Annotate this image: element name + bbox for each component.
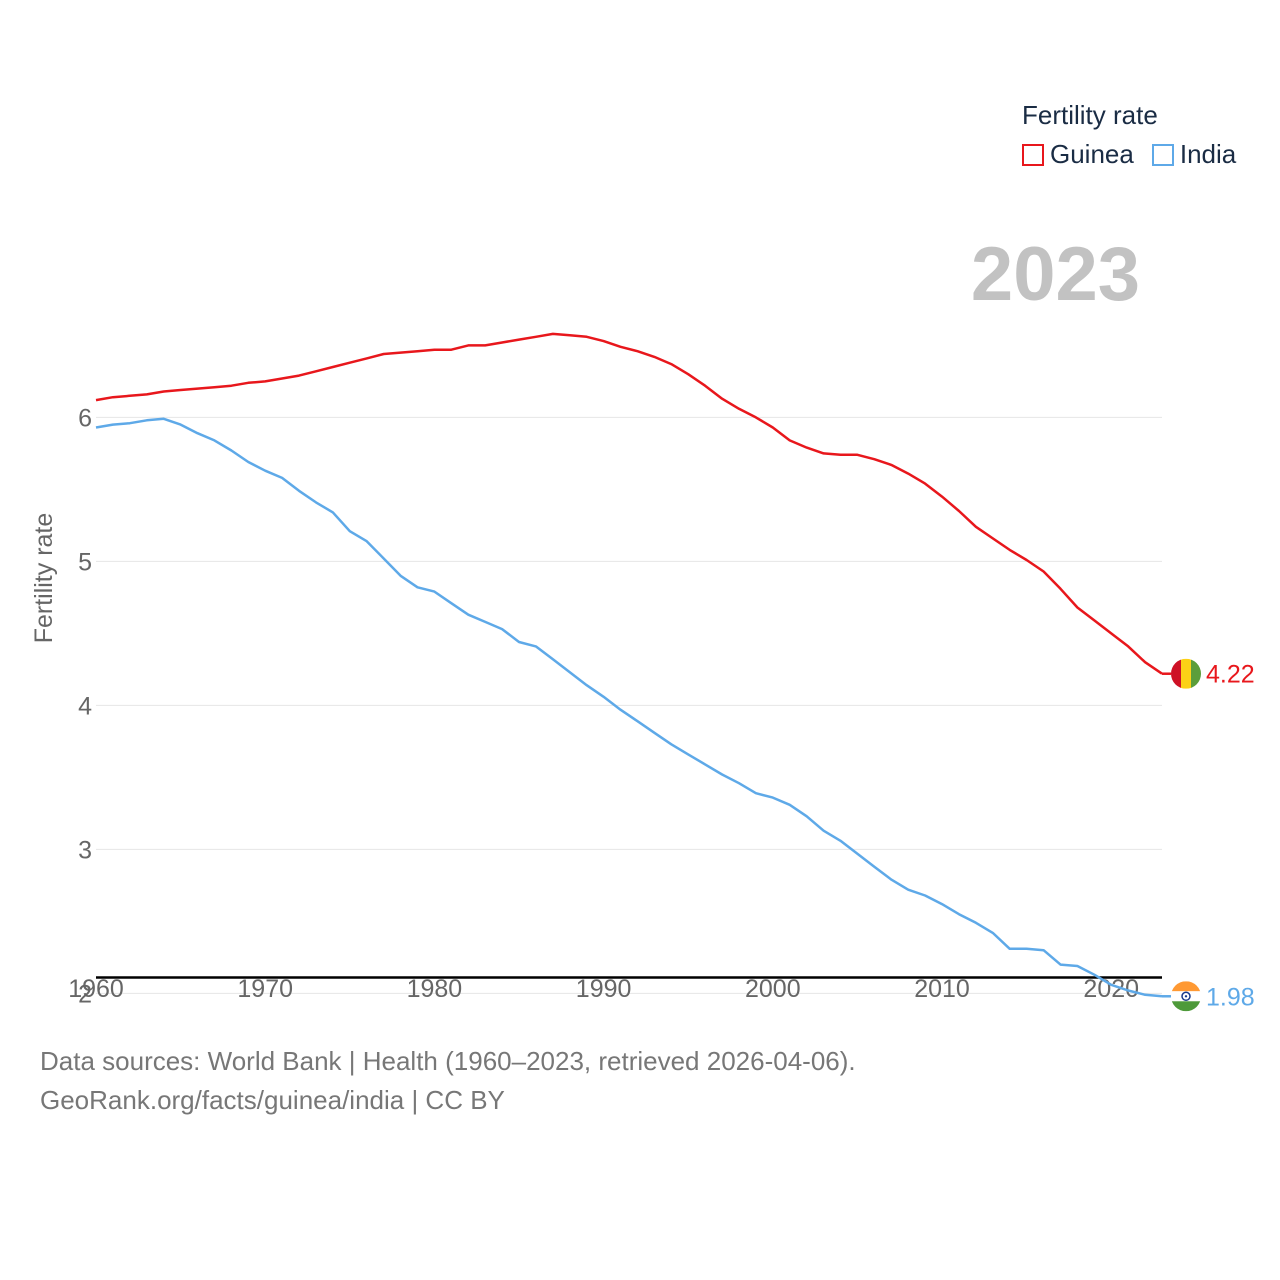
y-tick-label-2: 2 xyxy=(78,980,92,1008)
y-axis-tick-labels: 2 3 4 5 6 xyxy=(78,404,92,1008)
guinea-flag-icon xyxy=(1171,658,1201,689)
series-line-india xyxy=(95,417,1163,998)
y-axis-label: Fertility rate xyxy=(30,513,58,644)
x-tick-label-1980: 1980 xyxy=(407,975,463,1003)
x-axis-tick-labels: 1960 1970 1980 1990 2000 2010 2020 xyxy=(68,975,1139,1003)
series-lines xyxy=(95,332,1163,998)
series-end-markers: 4.22 1.98 xyxy=(1162,658,1255,1012)
legend-item-india[interactable]: India xyxy=(1151,139,1237,170)
india-flag-icon xyxy=(1171,981,1201,1012)
x-tick-label-2000: 2000 xyxy=(745,975,801,1003)
y-tick-label-3: 3 xyxy=(78,836,92,864)
footer: Data sources: World Bank | Health (1960–… xyxy=(40,1042,856,1120)
guinea-swatch-icon xyxy=(1022,143,1044,166)
india-swatch-icon xyxy=(1151,143,1174,166)
data-sources-note: Data sources: World Bank | Health (1960–… xyxy=(40,1046,856,1076)
legend-label-guinea: Guinea xyxy=(1050,139,1134,169)
series-line-guinea xyxy=(95,332,1163,675)
legend-label-india: India xyxy=(1179,139,1237,169)
y-tick-label-5: 5 xyxy=(78,548,92,576)
x-tick-label-1990: 1990 xyxy=(576,975,632,1003)
attribution-line: GeoRank.org/facts/guinea/india | CC BY xyxy=(40,1081,856,1120)
legend: Fertility rate Guinea India xyxy=(1022,100,1236,170)
y-tick-label-4: 4 xyxy=(78,692,92,720)
guinea-end-value: 4.22 xyxy=(1206,661,1255,689)
x-tick-label-1960: 1960 xyxy=(68,975,124,1003)
x-tick-label-2020: 2020 xyxy=(1083,975,1139,1003)
y-tick-label-6: 6 xyxy=(78,404,92,432)
year-label: 2023 xyxy=(971,232,1140,317)
x-tick-label-1970: 1970 xyxy=(237,975,293,1003)
legend-title: Fertility rate xyxy=(1022,100,1158,130)
india-end-value: 1.98 xyxy=(1206,983,1255,1011)
grid-lines xyxy=(96,416,1162,994)
license-text: | CC BY xyxy=(404,1085,505,1115)
legend-item-guinea[interactable]: Guinea xyxy=(1022,139,1134,170)
x-tick-label-2010: 2010 xyxy=(914,975,970,1003)
line-chart: 2 3 4 5 6 1960 1970 1980 1990 2000 2010 2020 Ferti… xyxy=(30,232,1255,1012)
source-link[interactable]: GeoRank.org/facts/guinea/india xyxy=(40,1085,405,1115)
